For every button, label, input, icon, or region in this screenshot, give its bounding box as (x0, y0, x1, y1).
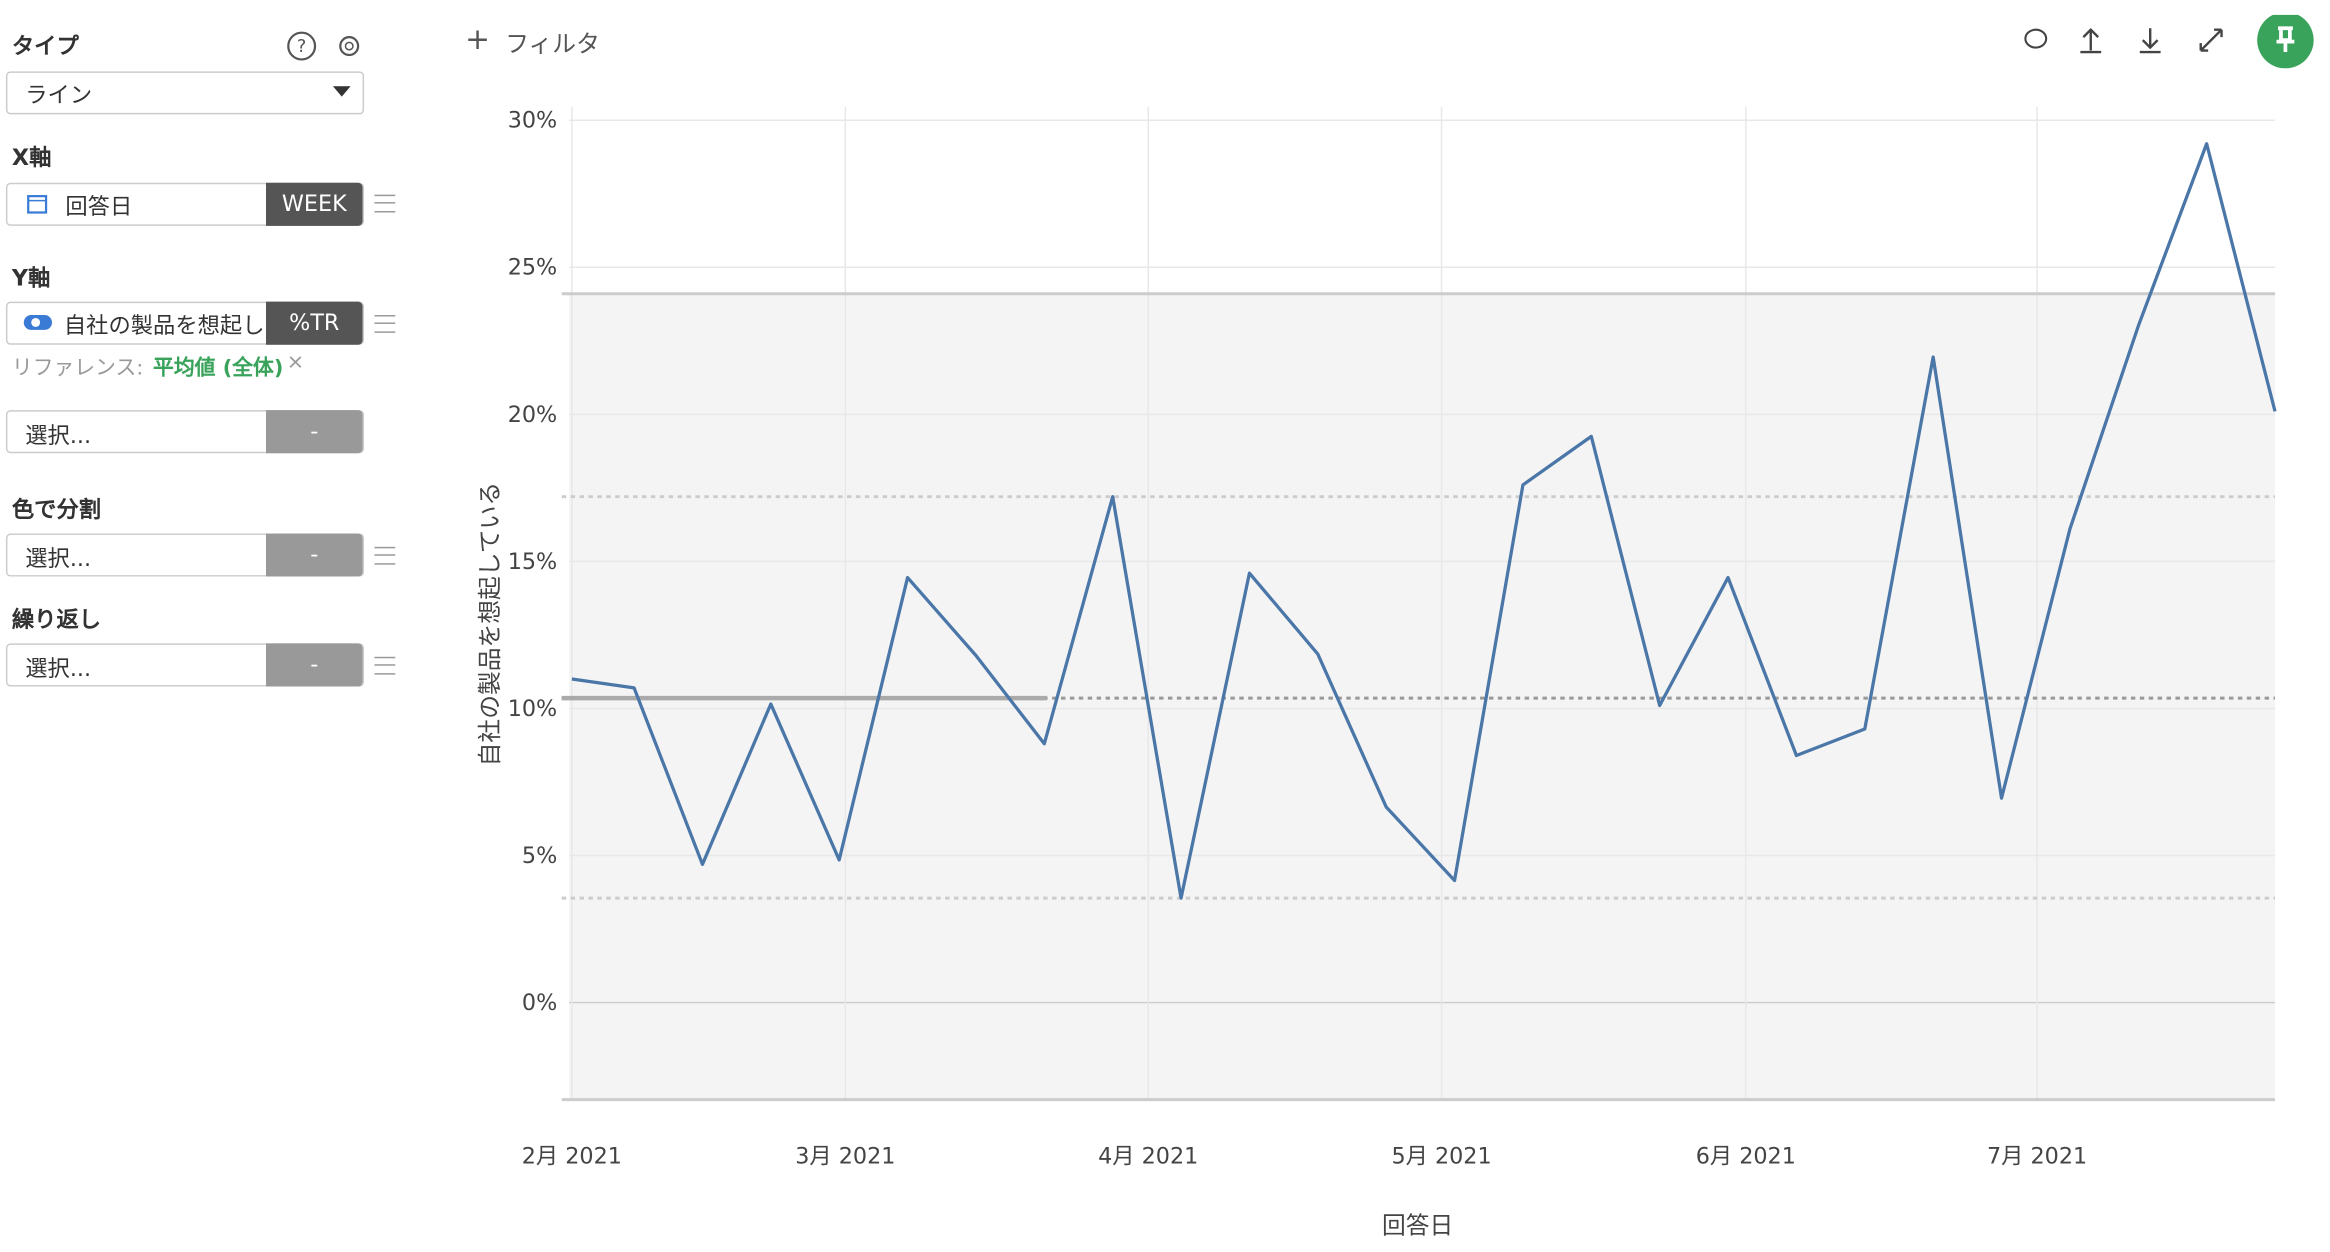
calendar-icon (27, 195, 48, 214)
menu-icon[interactable] (374, 315, 396, 333)
y-tick-label: 20% (508, 402, 558, 428)
y-tick-label: 15% (508, 549, 558, 575)
y-tick-label: 25% (508, 255, 558, 281)
chart: 自社の製品を想起している 回答日 0% 5% 10% 15% 20% 25% 30% 2月 2… (476, 106, 2277, 1239)
reference-prefix: リファレンス: (11, 356, 144, 381)
y-field-name: 自社の製品を想起し (63, 312, 265, 339)
select-text: 選択... (25, 655, 92, 683)
caret (332, 86, 351, 97)
type-label: タイプ (11, 32, 79, 60)
y-tick-label: 30% (508, 108, 558, 134)
x-unit[interactable]: WEEK (265, 182, 363, 226)
reference-value[interactable]: 平均値 (全体) (153, 356, 284, 381)
x-field-name: 回答日 (65, 193, 133, 220)
select-button[interactable]: - (265, 643, 363, 687)
toggle-icon (23, 315, 53, 330)
color-label: 色で分割 (11, 496, 102, 524)
select-text: 選択... (25, 422, 92, 449)
type-value: ライン (25, 81, 93, 109)
y-tick-label: 5% (522, 843, 557, 869)
plus-icon[interactable]: + (465, 20, 491, 57)
select-text: 選択... (25, 545, 92, 573)
svg-text:?: ? (297, 36, 306, 57)
x-tick-label: 5月 2021 (1391, 1144, 1491, 1170)
x-tick-label: 6月 2021 (1696, 1144, 1796, 1170)
x-tick-label: 3月 2021 (795, 1144, 895, 1170)
repeat-label: 繰り返し (11, 606, 102, 634)
x-tick-label: 4月 2021 (1098, 1144, 1198, 1170)
y-label: Y軸 (11, 264, 51, 292)
x-tick-label: 7月 2021 (1987, 1144, 2087, 1170)
data-line (571, 142, 2277, 900)
x-label: X軸 (11, 144, 52, 171)
menu-icon[interactable] (374, 656, 396, 675)
y-tick-label: 10% (508, 696, 558, 722)
remove-icon[interactable]: × (286, 350, 305, 375)
toolbar (2024, 14, 2314, 69)
x-axis-label: 回答日 (1382, 1211, 1453, 1239)
y-tick-label: 0% (522, 990, 557, 1016)
icons: ? (287, 31, 360, 61)
menu-icon[interactable] (374, 194, 396, 213)
type-select[interactable] (5, 71, 365, 115)
y-axis-label: 自社の製品を想起している (476, 482, 504, 766)
y-unit[interactable]: %TR (265, 301, 363, 345)
select-button[interactable]: - (265, 533, 363, 577)
x-tick-label: 2月 2021 (522, 1144, 622, 1170)
menu-icon[interactable] (374, 546, 396, 565)
filter[interactable]: フィルタ (505, 29, 600, 58)
select-button[interactable]: - (265, 410, 363, 454)
